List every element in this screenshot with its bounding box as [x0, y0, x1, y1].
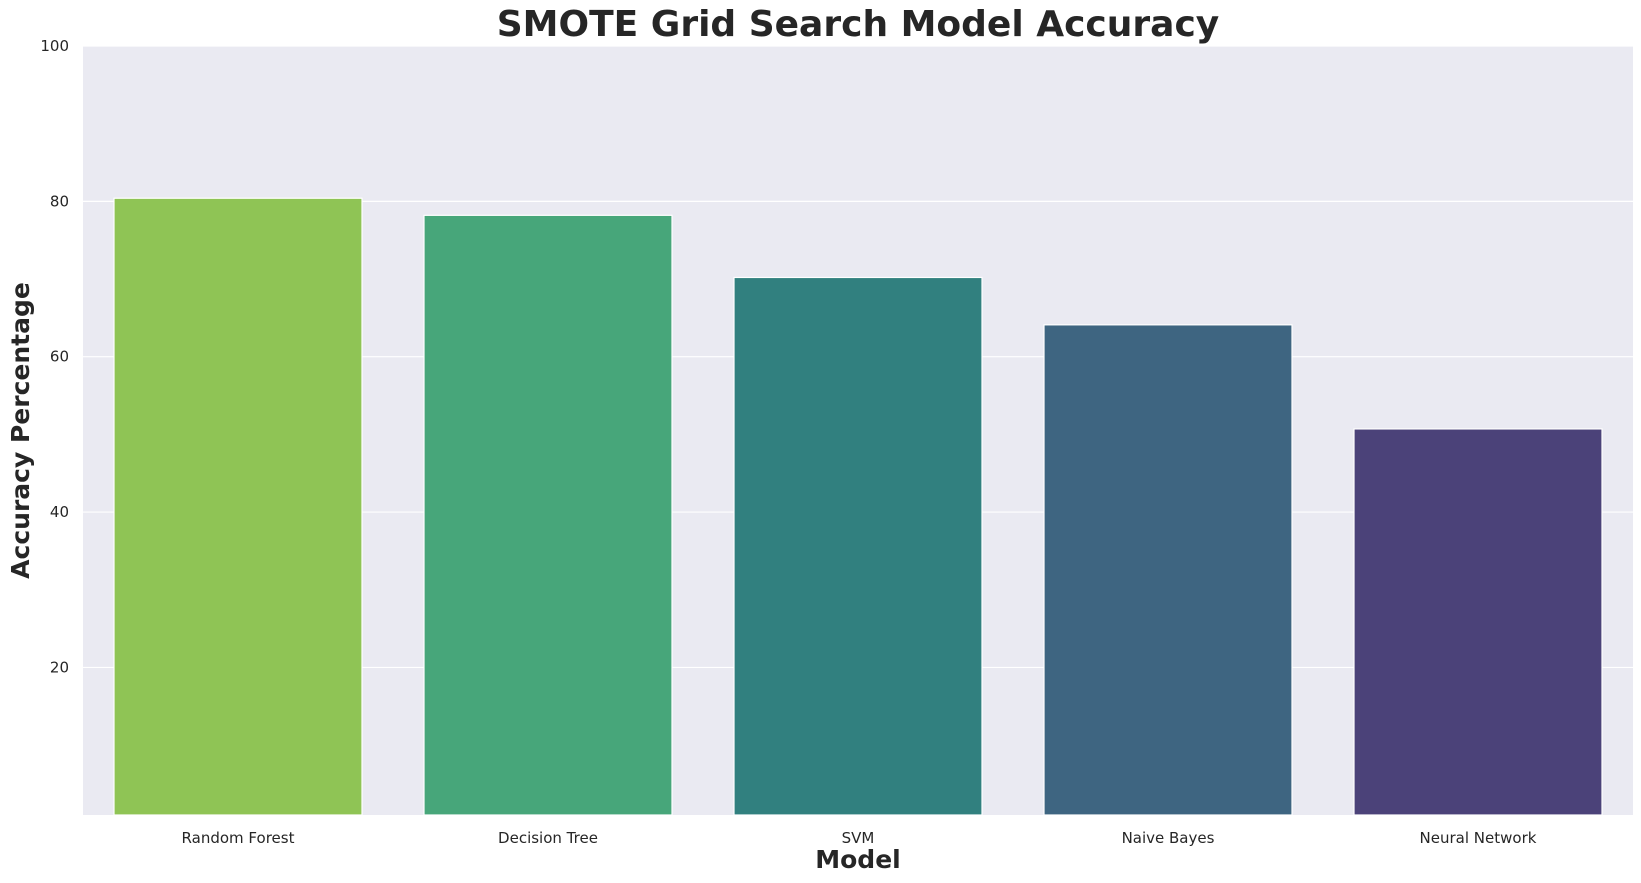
- y-tick-label: 100: [40, 37, 69, 55]
- bars: [113, 197, 1603, 816]
- bar-svm: [733, 276, 983, 816]
- bar-naive-bayes: [1043, 324, 1293, 816]
- x-tick-label: SVM: [842, 829, 875, 847]
- y-axis-ticks: 20 40 60 80 100: [40, 37, 69, 676]
- x-tick-label: Naive Bayes: [1122, 829, 1215, 847]
- x-tick-label: Decision Tree: [498, 829, 598, 847]
- y-axis-label: Accuracy Percentage: [6, 282, 35, 579]
- chart-title: SMOTE Grid Search Model Accuracy: [497, 4, 1220, 45]
- y-tick-label: 40: [50, 503, 69, 521]
- bar-random-forest: [113, 197, 363, 816]
- y-tick-label: 80: [50, 192, 69, 210]
- bar-neural-network: [1353, 428, 1603, 816]
- x-tick-label: Neural Network: [1420, 829, 1537, 847]
- x-axis-label: Model: [815, 845, 900, 874]
- bar-decision-tree: [423, 214, 673, 816]
- y-tick-label: 20: [50, 658, 69, 676]
- x-tick-label: Random Forest: [182, 829, 295, 847]
- x-axis-ticks: Random Forest Decision Tree SVM Naive Bayes…: [182, 829, 1537, 847]
- y-tick-label: 60: [50, 348, 69, 366]
